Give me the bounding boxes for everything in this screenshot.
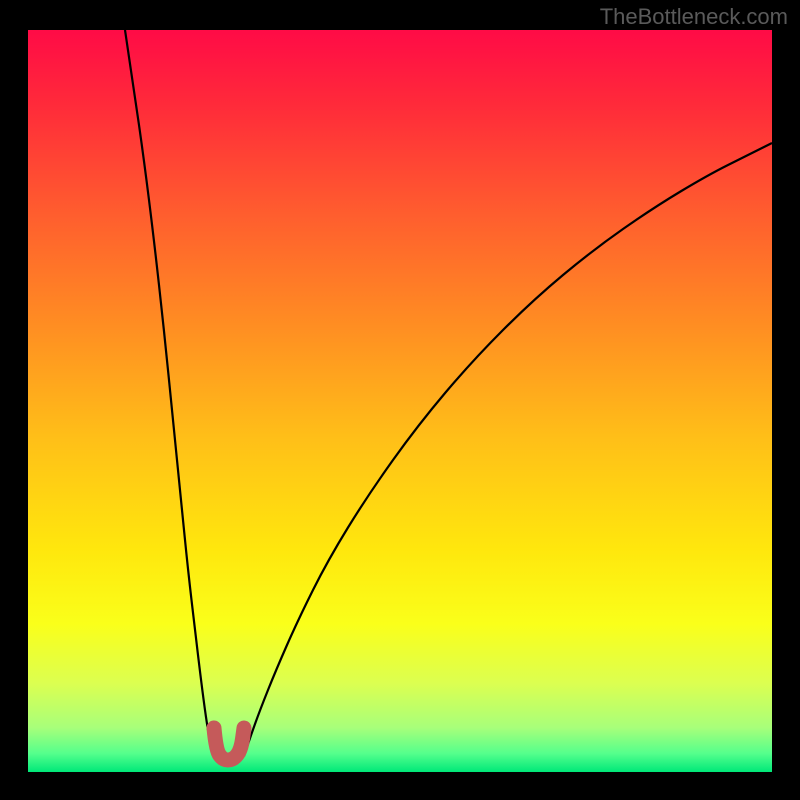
chart-canvas: TheBottleneck.com [0, 0, 800, 800]
watermark-text: TheBottleneck.com [600, 4, 788, 30]
gradient-background [28, 30, 772, 772]
plot-area [28, 30, 772, 772]
